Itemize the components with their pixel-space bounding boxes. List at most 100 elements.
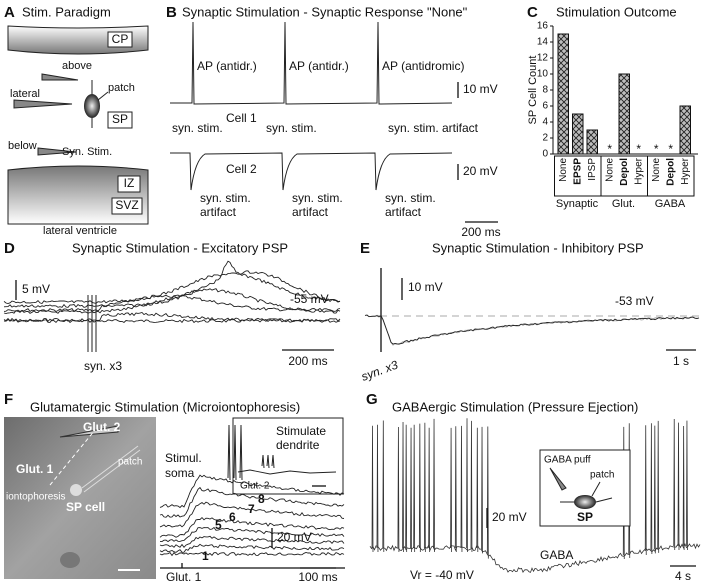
label: artifact xyxy=(292,205,329,219)
y-tick-label: 0 xyxy=(542,149,548,160)
spike xyxy=(397,426,400,553)
pipette xyxy=(13,99,73,109)
spike xyxy=(657,420,660,553)
label: syn. stim. xyxy=(200,191,251,205)
x-tick-label: IPSP xyxy=(587,158,598,181)
label: syn. x3 xyxy=(84,359,122,373)
bar xyxy=(679,105,691,155)
x-tick-label: None xyxy=(558,158,569,182)
trace xyxy=(3,311,341,323)
micrograph xyxy=(4,417,156,579)
y-tick-label: 8 xyxy=(542,85,548,96)
pipette xyxy=(81,445,141,493)
group-label: Synaptic xyxy=(556,198,599,210)
bar-chart: C Stimulation Outcome SP Cell Count 0 2 4 6… xyxy=(527,4,698,210)
pipette xyxy=(591,481,601,497)
label: -53 mV xyxy=(615,294,654,308)
label: GABA xyxy=(540,548,573,562)
cell xyxy=(84,94,100,118)
label: Glut. 2 xyxy=(240,481,270,492)
zero-marker: * xyxy=(636,142,641,156)
label: 5 mV xyxy=(22,282,50,296)
label: soma xyxy=(165,466,195,480)
trace xyxy=(170,21,453,105)
label: IZ xyxy=(124,176,135,190)
spike xyxy=(418,423,421,553)
spike xyxy=(450,427,452,553)
label: syn. stim. xyxy=(385,191,436,205)
label: 7 xyxy=(248,502,255,516)
label: 4 s xyxy=(675,569,691,583)
spike xyxy=(402,422,404,553)
trace xyxy=(159,501,345,528)
bar xyxy=(618,73,630,155)
spike xyxy=(476,427,479,553)
label: Cell 2 xyxy=(226,162,257,176)
label: 20 mV xyxy=(463,164,498,178)
y-tick-label: 6 xyxy=(542,101,548,112)
trace xyxy=(159,474,345,509)
ventricular-zone xyxy=(7,165,149,225)
panel-title: GABAergic Stimulation (Pressure Ejection… xyxy=(392,399,638,414)
label: syn. stim. xyxy=(172,121,223,135)
panel-title: Synaptic Stimulation - Inhibitory PSP xyxy=(432,240,644,255)
trace xyxy=(3,318,341,324)
path-line xyxy=(49,429,96,486)
spike xyxy=(382,420,385,553)
chart-title: Stimulation Outcome xyxy=(556,4,677,19)
panel-letter: E xyxy=(360,240,370,257)
bar xyxy=(586,129,598,155)
spike xyxy=(682,425,685,551)
panel-title: Stim. Paradigm xyxy=(22,4,111,19)
label: SP cell xyxy=(66,500,105,514)
y-tick-label: 2 xyxy=(542,133,548,144)
y-tick-label: 10 xyxy=(537,69,549,80)
label: syn. stim. xyxy=(266,121,317,135)
label: 100 ms xyxy=(298,570,337,584)
label: 6 xyxy=(229,510,236,524)
label: SP xyxy=(112,112,128,126)
label: 20 mV xyxy=(492,510,527,524)
label: lateral xyxy=(10,88,40,100)
label: artifact xyxy=(385,205,422,219)
spike xyxy=(239,424,243,481)
label: Cell 1 xyxy=(226,111,257,125)
label: below xyxy=(8,140,37,152)
label-box xyxy=(111,197,143,215)
bar xyxy=(572,113,584,155)
x-tick-label: Depol xyxy=(619,158,630,186)
x-tick-label: Hyper xyxy=(680,157,691,184)
bar xyxy=(557,33,569,155)
spike xyxy=(486,426,489,559)
label: AP (antidr.) xyxy=(197,59,257,73)
label: syn. x3 xyxy=(359,358,400,384)
panel-letter: A xyxy=(4,4,15,21)
label-box xyxy=(117,175,141,193)
trace xyxy=(364,314,700,346)
panel-letter: D xyxy=(4,240,15,257)
label: -55 mV xyxy=(290,292,329,306)
trace xyxy=(3,260,341,308)
trace xyxy=(159,535,345,549)
spike xyxy=(423,422,426,553)
label: patch xyxy=(590,470,614,481)
label-box xyxy=(107,111,133,129)
spike xyxy=(261,454,265,469)
y-tick-label: 16 xyxy=(537,21,549,32)
cell xyxy=(70,484,82,496)
label: Stimulate xyxy=(276,424,326,438)
label: SP xyxy=(577,510,593,524)
spike xyxy=(650,423,653,555)
spike xyxy=(466,418,468,553)
label: 200 ms xyxy=(288,354,327,368)
trace xyxy=(159,543,345,553)
x-tick-label: Depol xyxy=(665,158,676,186)
panel-title: Synaptic Stimulation - Synaptic Response… xyxy=(182,4,468,19)
label: lateral ventricle xyxy=(43,225,117,237)
stim-line xyxy=(160,563,345,569)
spike xyxy=(233,424,237,481)
panel-letter: C xyxy=(527,4,538,21)
y-axis-label: SP Cell Count xyxy=(527,56,539,125)
label: Stimul. xyxy=(165,451,202,465)
